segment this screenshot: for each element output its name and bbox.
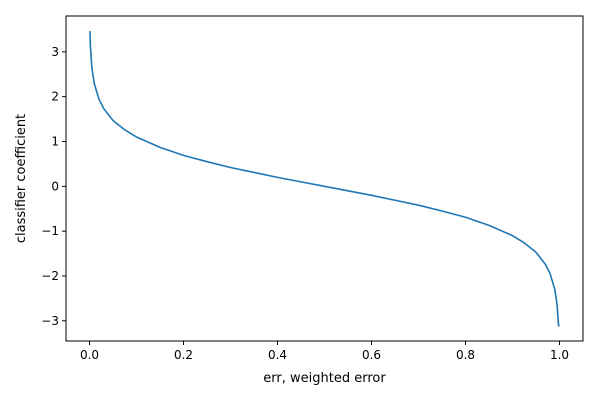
y-tick-label: −1 — [41, 224, 59, 238]
x-tick-label: 0.2 — [174, 348, 193, 362]
y-tick-label: −3 — [41, 314, 59, 328]
plot-area — [89, 30, 560, 327]
x-tick-label: 0.4 — [268, 348, 287, 362]
x-tick-label: 0.0 — [80, 348, 99, 362]
series-line — [89, 30, 560, 327]
y-axis-label: classifier coefficient — [14, 114, 29, 243]
x-tick-label: 0.8 — [456, 348, 475, 362]
y-tick-label: 0 — [51, 179, 59, 193]
ticks: 0.0 0.2 0.4 0.6 0.8 1.0 3 2 1 0 −1 −2 −3 — [41, 45, 569, 362]
x-tick-label: 0.6 — [362, 348, 381, 362]
y-tick-label: 1 — [51, 135, 59, 149]
y-tick-label: −2 — [41, 269, 59, 283]
axes-frame — [65, 15, 584, 342]
x-tick-label: 1.0 — [550, 348, 569, 362]
x-axis-label: err, weighted error — [263, 371, 386, 386]
y-tick-label: 3 — [51, 45, 59, 59]
y-tick-label: 2 — [51, 90, 59, 104]
